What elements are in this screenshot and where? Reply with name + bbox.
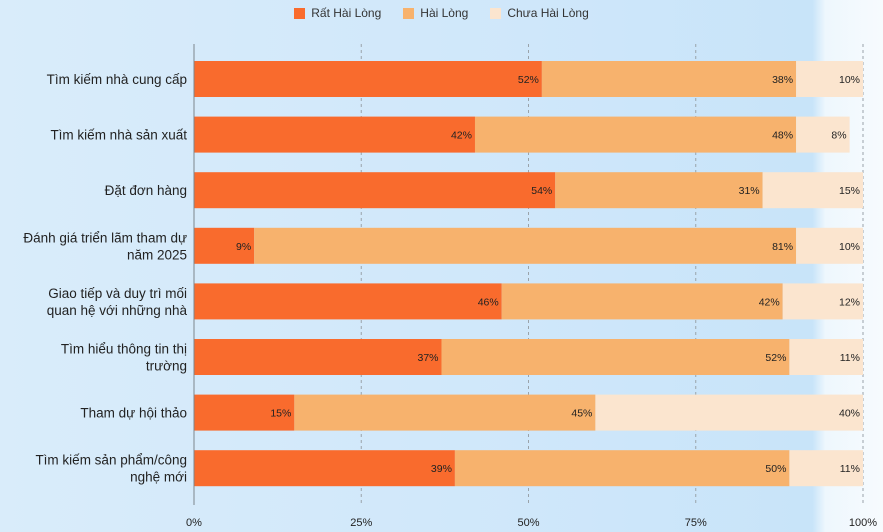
data-label: 9%	[236, 241, 251, 253]
category-label: Tìm kiếm sản phẩm/công nghệ mới	[35, 453, 187, 485]
bar-segment	[501, 283, 783, 320]
category-label: Đánh giá triển lãm tham dự năm 2025	[23, 230, 187, 262]
data-label: 81%	[772, 241, 793, 253]
bar-segment	[762, 172, 863, 209]
bar-segment	[595, 394, 863, 431]
bar-segment	[441, 339, 790, 375]
category-label: Tìm kiếm nhà sản xuất	[50, 128, 187, 143]
legend-item-satisfied: Hài Lòng	[403, 6, 468, 20]
bar-segment	[796, 61, 863, 97]
data-label: 11%	[840, 463, 860, 475]
category-label: Đặt đơn hàng	[105, 183, 187, 198]
bar-segment	[474, 116, 797, 153]
legend-swatch	[294, 7, 306, 19]
bar-segment	[194, 283, 502, 320]
data-label: 52%	[518, 74, 539, 86]
bar-segment	[796, 116, 850, 153]
legend-swatch	[490, 7, 502, 19]
data-label: 15%	[839, 185, 860, 197]
bar-segment	[789, 450, 863, 487]
data-label: 54%	[531, 185, 552, 197]
bar-segment	[541, 61, 797, 97]
bar-segment	[194, 61, 542, 97]
data-label: 37%	[418, 352, 439, 364]
category-label: Tham dự hội thảo	[80, 406, 187, 421]
data-label: 42%	[451, 130, 472, 142]
data-label: 8%	[831, 130, 846, 142]
category-label: Tìm hiểu thông tin thị trường	[61, 342, 187, 374]
bar-segment	[194, 116, 475, 153]
data-label: 31%	[739, 185, 760, 197]
x-tick-label: 50%	[517, 517, 539, 529]
bar-segment	[194, 172, 556, 209]
bar-segment	[194, 450, 455, 487]
legend-item-very-satisfied: Rất Hài Lòng	[294, 6, 381, 20]
data-label: 38%	[772, 74, 793, 86]
data-label: 15%	[270, 408, 291, 420]
category-label: Tìm kiếm nhà cung cấp	[47, 72, 187, 87]
legend-label: Chưa Hài Lòng	[507, 6, 589, 20]
bar-segment	[194, 394, 295, 431]
data-label: 48%	[772, 130, 793, 142]
bar-segment	[254, 227, 797, 264]
x-tick-label: 100%	[849, 517, 877, 529]
bar-segment	[454, 450, 790, 487]
bar-segment	[789, 339, 863, 375]
bar-segment	[194, 339, 442, 375]
legend-label: Rất Hài Lòng	[311, 6, 382, 20]
bar-segment	[194, 227, 255, 264]
data-label: 46%	[478, 296, 499, 308]
category-label: Giao tiếp và duy trì mối quan hệ với nhữn…	[47, 286, 188, 318]
bar-segment	[796, 227, 863, 264]
x-tick-label: 25%	[350, 517, 372, 529]
data-label: 42%	[759, 296, 780, 308]
legend-label: Hài Lòng	[420, 6, 469, 20]
data-label: 12%	[839, 296, 860, 308]
data-label: 10%	[839, 241, 860, 253]
x-tick-label: 75%	[685, 517, 707, 529]
data-label: 45%	[571, 408, 592, 420]
bar-segment	[555, 172, 763, 209]
data-label: 10%	[839, 74, 860, 86]
data-label: 39%	[431, 463, 452, 475]
x-tick-label: 0%	[186, 517, 202, 529]
legend-item-not-satisfied: Chưa Hài Lòng	[490, 6, 589, 20]
legend: Rất Hài Lòng Hài Lòng Chưa Hài Lòng	[0, 6, 883, 20]
bar-segment	[782, 283, 863, 320]
data-label: 50%	[765, 463, 786, 475]
data-label: 11%	[840, 352, 860, 364]
data-label: 52%	[765, 352, 786, 364]
legend-swatch	[403, 7, 415, 19]
data-label: 40%	[839, 408, 860, 420]
bar-segment	[294, 394, 596, 431]
